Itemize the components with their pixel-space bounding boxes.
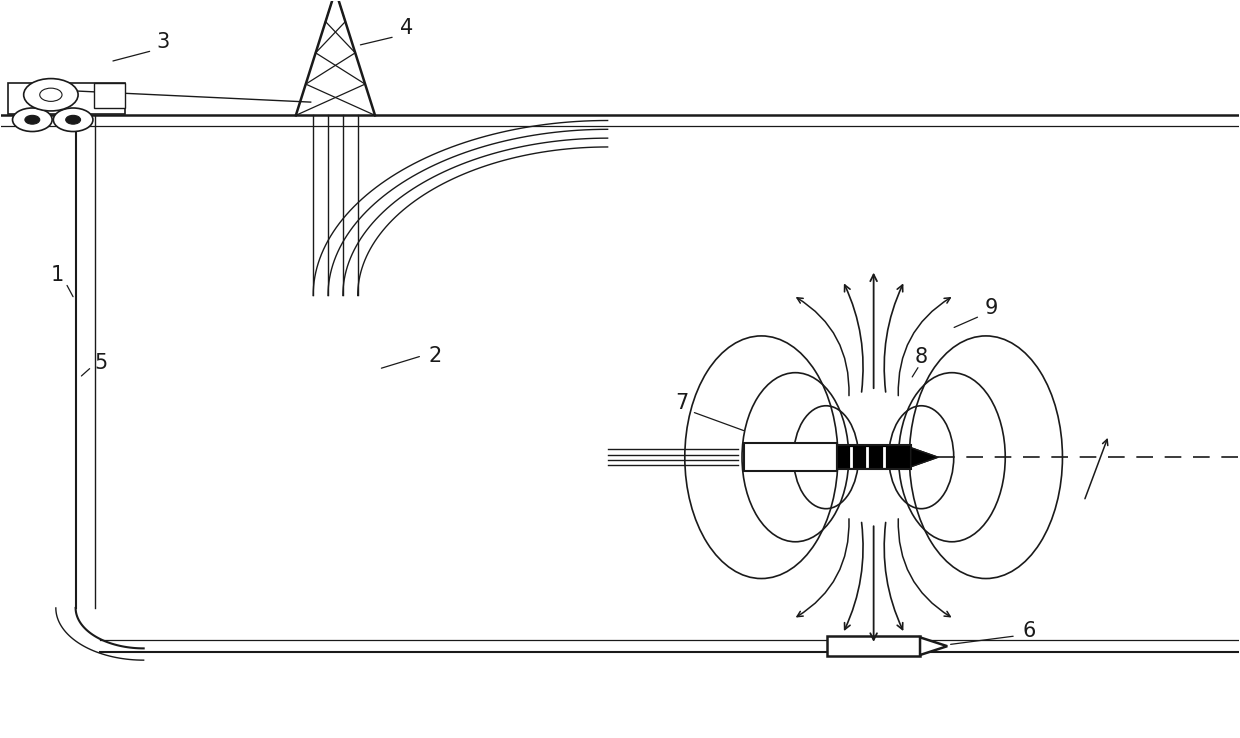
Bar	[94, 83, 125, 108]
Text: 8: 8	[914, 347, 928, 367]
Circle shape	[24, 78, 78, 111]
Text: 3: 3	[156, 32, 170, 52]
Text: 5: 5	[94, 353, 108, 373]
Circle shape	[12, 108, 52, 131]
Bar	[744, 444, 837, 471]
Circle shape	[25, 115, 40, 124]
Text: 1: 1	[51, 265, 64, 285]
Text: 2: 2	[428, 345, 441, 365]
Bar	[7, 83, 125, 114]
Circle shape	[40, 88, 62, 101]
Polygon shape	[910, 448, 937, 466]
Polygon shape	[920, 638, 947, 655]
Bar	[837, 446, 910, 469]
Text: 6: 6	[1022, 621, 1035, 641]
Text: 4: 4	[399, 18, 413, 38]
Text: 7: 7	[676, 393, 689, 413]
Text: 9: 9	[985, 298, 998, 318]
Bar	[827, 636, 920, 657]
Circle shape	[66, 115, 81, 124]
Circle shape	[53, 108, 93, 131]
